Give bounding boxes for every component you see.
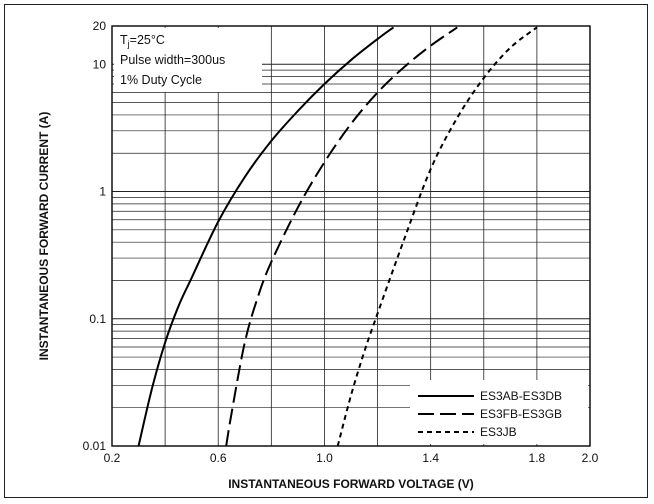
series-line-es3ab-es3db [137, 26, 395, 446]
y-tick-label: 0.1 [89, 312, 106, 326]
x-tick-labels: 0.2 0.6 1.0 1.4 1.8 2.0 [104, 451, 599, 465]
conditions-annotation: Tj=25°C Pulse width=300us 1% Duty Cycle [114, 28, 262, 92]
x-tick-label: 0.6 [210, 451, 227, 465]
x-tick-label: 2.0 [582, 451, 599, 465]
annotation-duty-cycle: 1% Duty Cycle [120, 73, 202, 87]
x-tick-label: 1.0 [316, 451, 333, 465]
series-line-es3jb [336, 26, 538, 446]
y-tick-labels: 0.01 0.1 1 10 20 [83, 19, 107, 453]
y-axis-title: INSTANTANEOUS FORWARD CURRENT (A) [37, 112, 51, 361]
series-line-es3fb-es3gb [225, 26, 458, 446]
legend-label-es3ab-es3db: ES3AB-ES3DB [480, 389, 562, 403]
curves [137, 26, 538, 446]
x-tick-label: 0.2 [104, 451, 121, 465]
y-tick-label: 0.01 [83, 439, 107, 453]
y-tick-label: 20 [93, 19, 107, 33]
y-tick-label: 10 [93, 57, 107, 71]
legend-label-es3jb: ES3JB [480, 425, 517, 439]
plot-area-border [111, 25, 591, 447]
x-axis-title: INSTANTANEOUS FORWARD VOLTAGE (V) [228, 477, 474, 491]
annotation-pulse-width: Pulse width=300us [120, 53, 225, 67]
legend-label-es3fb-es3gb: ES3FB-ES3GB [480, 407, 562, 421]
y-tick-label: 1 [99, 185, 106, 199]
annotation-temperature: Tj=25°C [120, 33, 165, 49]
x-tick-label: 1.4 [422, 451, 439, 465]
legend: ES3AB-ES3DB ES3FB-ES3GB ES3JB [410, 380, 588, 444]
plot-area-background [112, 26, 590, 446]
x-tick-label: 1.8 [529, 451, 546, 465]
